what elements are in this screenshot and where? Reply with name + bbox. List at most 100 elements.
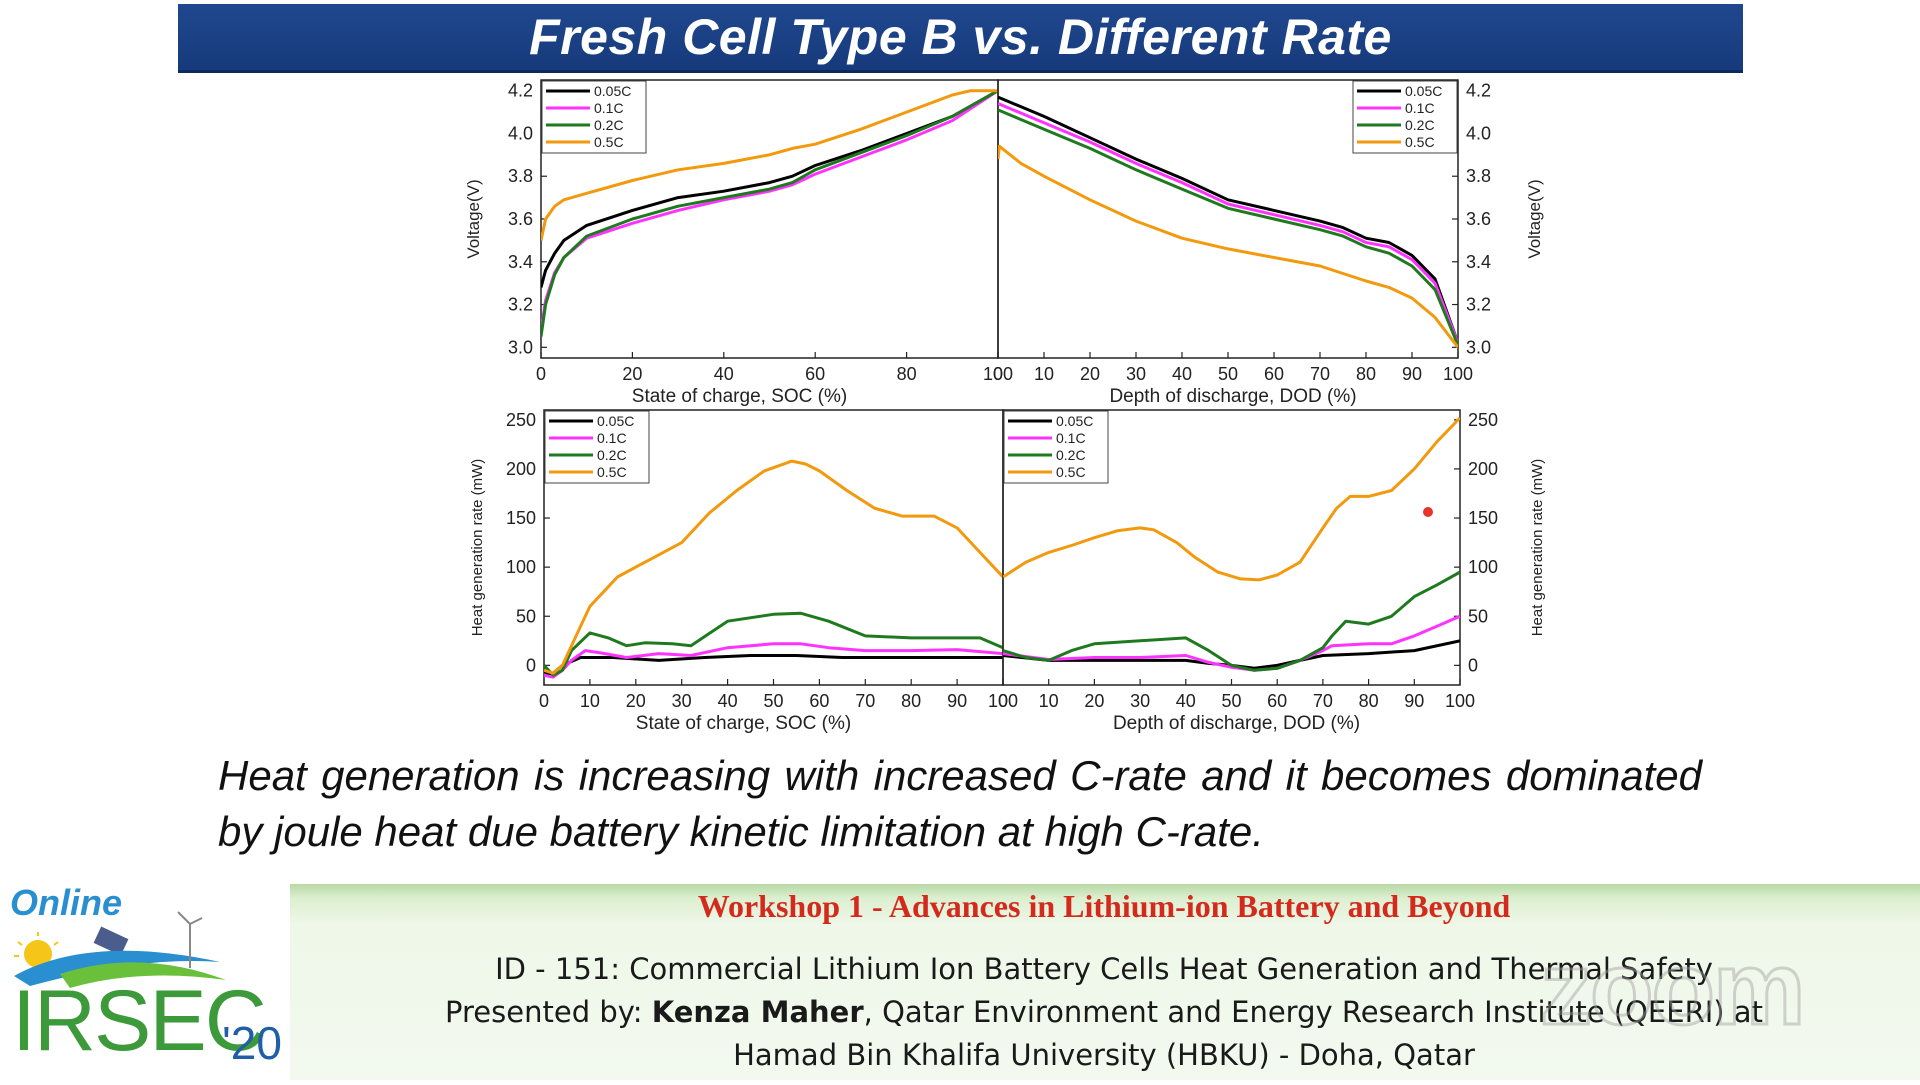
legend-label: 0.5C <box>597 464 627 480</box>
y-tick-label: 50 <box>516 606 536 626</box>
chart-panel-charge-voltage: 0 20 40 60 80 100 3.0 3.2 3.4 3.6 3.8 4.0 4.2 State o… <box>464 79 1013 407</box>
series-line-0_2C <box>998 108 1458 346</box>
legend-label: 0.5C <box>1405 134 1435 150</box>
y-tick-label: 4.0 <box>508 123 533 143</box>
series-line-0_05C <box>541 89 998 288</box>
logo-online-text: Online <box>10 882 123 923</box>
zoom-watermark: zoom <box>1539 930 1808 1049</box>
x-axis-label: State of charge, SOC (%) <box>632 386 847 407</box>
y-tick-label: 3.4 <box>508 252 533 272</box>
y-tick-label: 3.2 <box>508 295 533 315</box>
y-tick-label: 50 <box>1468 606 1488 626</box>
chart-panel-charge-heat: 0 10 20 30 40 50 60 70 80 90 100050100150200250Sta… <box>469 409 1018 734</box>
slide-title-bar: Fresh Cell Type B vs. Different Rate <box>178 4 1743 73</box>
legend-label: 0.05C <box>594 83 631 99</box>
x-tick-label: 60 <box>809 691 829 711</box>
y-tick-label: 3.8 <box>508 166 533 186</box>
x-tick-label: 20 <box>1080 364 1100 384</box>
legend-label: 0.5C <box>1056 464 1086 480</box>
legend-label: 0.2C <box>594 117 624 133</box>
x-tick-label: 40 <box>714 364 734 384</box>
x-tick-label: 50 <box>1218 364 1238 384</box>
slide-caption: Heat generation is increasing with incre… <box>218 752 1702 855</box>
x-tick-label: 30 <box>1126 364 1146 384</box>
chart-panel-discharge-heat: 0 10 20 30 40 50 60 70 80 90 100 0 50 100 150 200 250 Dep… <box>998 409 1546 734</box>
y-axis-label: Voltage(V) <box>464 179 483 258</box>
x-tick-label: 60 <box>1267 691 1287 711</box>
x-tick-label: 10 <box>1039 691 1059 711</box>
y-axis-label: Heat generation rate (mW) <box>1529 459 1546 637</box>
x-tick-label: 80 <box>897 364 917 384</box>
legend-label: 0.05C <box>597 413 634 429</box>
y-tick-label: 150 <box>506 508 536 528</box>
pointer-dot <box>1423 507 1433 517</box>
y-tick-label: 100 <box>506 557 536 577</box>
y-tick-label: 4.2 <box>1466 81 1491 101</box>
y-tick-label: 3.8 <box>1466 166 1491 186</box>
y-tick-label: 3.0 <box>1466 337 1491 357</box>
x-tick-label: 0 <box>998 691 1008 711</box>
x-tick-label: 0 <box>539 691 549 711</box>
series-line-0_2C <box>1003 570 1460 672</box>
series-line-0_05C <box>544 654 1003 677</box>
series-line-0_2C <box>541 89 998 337</box>
y-tick-label: 3.6 <box>508 209 533 229</box>
series-line-0_1C <box>998 102 1458 344</box>
y-tick-label: 200 <box>1468 459 1498 479</box>
y-tick-label: 100 <box>1468 557 1498 577</box>
legend-label: 0.1C <box>1405 100 1435 116</box>
x-tick-label: 80 <box>1356 364 1376 384</box>
x-tick-label: 30 <box>672 691 692 711</box>
x-tick-label: 100 <box>988 691 1018 711</box>
talk-id: ID - 151: Commercial Lithium Ion Battery… <box>495 952 1713 986</box>
x-tick-label: 70 <box>855 691 875 711</box>
y-tick-label: 3.2 <box>1466 295 1491 315</box>
x-tick-label: 100 <box>983 364 1013 384</box>
series-line-0_5C <box>998 144 1458 349</box>
series-line-0_5C <box>1003 416 1460 582</box>
x-tick-label: 10 <box>580 691 600 711</box>
presenter-name: Kenza Maher <box>651 995 864 1029</box>
x-tick-label: 20 <box>626 691 646 711</box>
legend-label: 0.2C <box>1405 117 1435 133</box>
x-tick-label: 30 <box>1130 691 1150 711</box>
irsec-logo <box>0 884 290 1080</box>
chart-panel-discharge-voltage: 0 10 20 30 40 50 60 70 80 90 100 3.0 3.2 3.4 3.6 3.8 4.0… <box>993 79 1544 407</box>
presenter-affiliation: , Qatar Environment and Energy Research … <box>863 995 1763 1029</box>
x-tick-label: 0 <box>536 364 546 384</box>
x-tick-label: 60 <box>805 364 825 384</box>
x-tick-label: 100 <box>1445 691 1475 711</box>
y-tick-label: 0 <box>526 655 536 675</box>
x-tick-label: 50 <box>1221 691 1241 711</box>
x-tick-label: 40 <box>718 691 738 711</box>
logo-name-text: IRSEC <box>12 973 267 1069</box>
presenter-line: Presented by: Kenza Maher, Qatar Environ… <box>288 995 1920 1029</box>
legend-label: 0.2C <box>1056 447 1086 463</box>
legend-label: 0.1C <box>597 430 627 446</box>
y-tick-label: 0 <box>1468 655 1478 675</box>
logo-emblem-icon <box>14 911 226 988</box>
x-axis-label: State of charge, SOC (%) <box>636 713 851 734</box>
slide-title: Fresh Cell Type B vs. Different Rate <box>529 9 1392 65</box>
series-line-0_5C <box>544 459 1003 675</box>
presented-by-label: Presented by: <box>445 995 652 1029</box>
y-tick-label: 4.0 <box>1466 123 1491 143</box>
legend-label: 0.5C <box>594 134 624 150</box>
y-axis-label: Voltage(V) <box>1525 179 1544 258</box>
footer-band <box>288 884 1920 1080</box>
affiliation-line: Hamad Bin Khalifa University (HBKU) - Do… <box>733 1038 1475 1072</box>
y-tick-label: 250 <box>506 410 536 430</box>
logo-year-text: '20 <box>222 1017 282 1069</box>
series-line-0_1C <box>544 642 1003 679</box>
x-tick-label: 70 <box>1313 691 1333 711</box>
legend-label: 0.05C <box>1405 83 1442 99</box>
x-axis-label: Depth of discharge, DOD (%) <box>1113 713 1360 734</box>
y-tick-label: 3.4 <box>1466 252 1491 272</box>
x-tick-label: 20 <box>1084 691 1104 711</box>
series-line-0_2C <box>544 611 1003 677</box>
y-tick-label: 3.6 <box>1466 209 1491 229</box>
